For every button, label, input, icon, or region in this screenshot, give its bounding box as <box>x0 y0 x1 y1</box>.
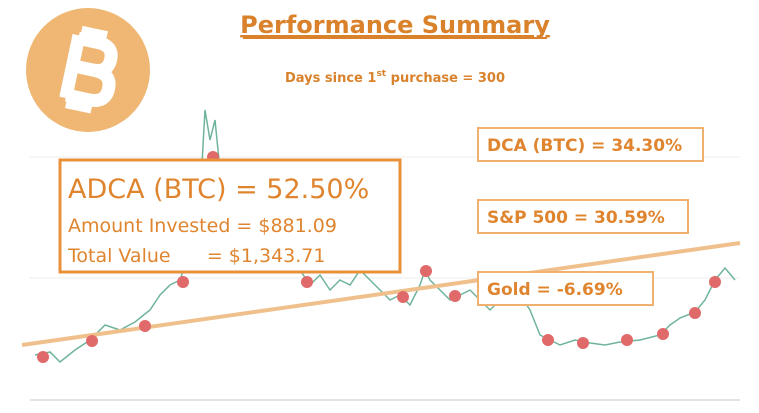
title: Performance Summary <box>240 11 550 39</box>
comparison-box <box>477 127 704 162</box>
comparison-box <box>477 271 654 306</box>
comparison: Gold = -6.69% <box>487 280 623 300</box>
price-line <box>34 109 736 364</box>
detail: Amount Invested = $881.09 <box>68 215 337 237</box>
superscript: st <box>376 69 386 79</box>
comparison-box <box>477 199 689 234</box>
purchase-dots <box>37 151 721 363</box>
subtitle: Days since 1st purchase = 300 <box>285 69 505 86</box>
detail: Total Value = $1,343.71 <box>67 245 325 267</box>
comparison: DCA (BTC) = 34.30% <box>487 136 682 156</box>
background-chart <box>21 109 741 401</box>
comparison: S&P 500 = 30.59% <box>487 208 665 228</box>
bitcoin-logo <box>26 8 150 132</box>
main-box <box>58 158 402 274</box>
subtitle-text: purchase = 300 <box>386 71 505 86</box>
headline: ADCA (BTC) = 52.50% <box>68 174 369 205</box>
subtitle-text: Days since 1 <box>285 71 376 86</box>
